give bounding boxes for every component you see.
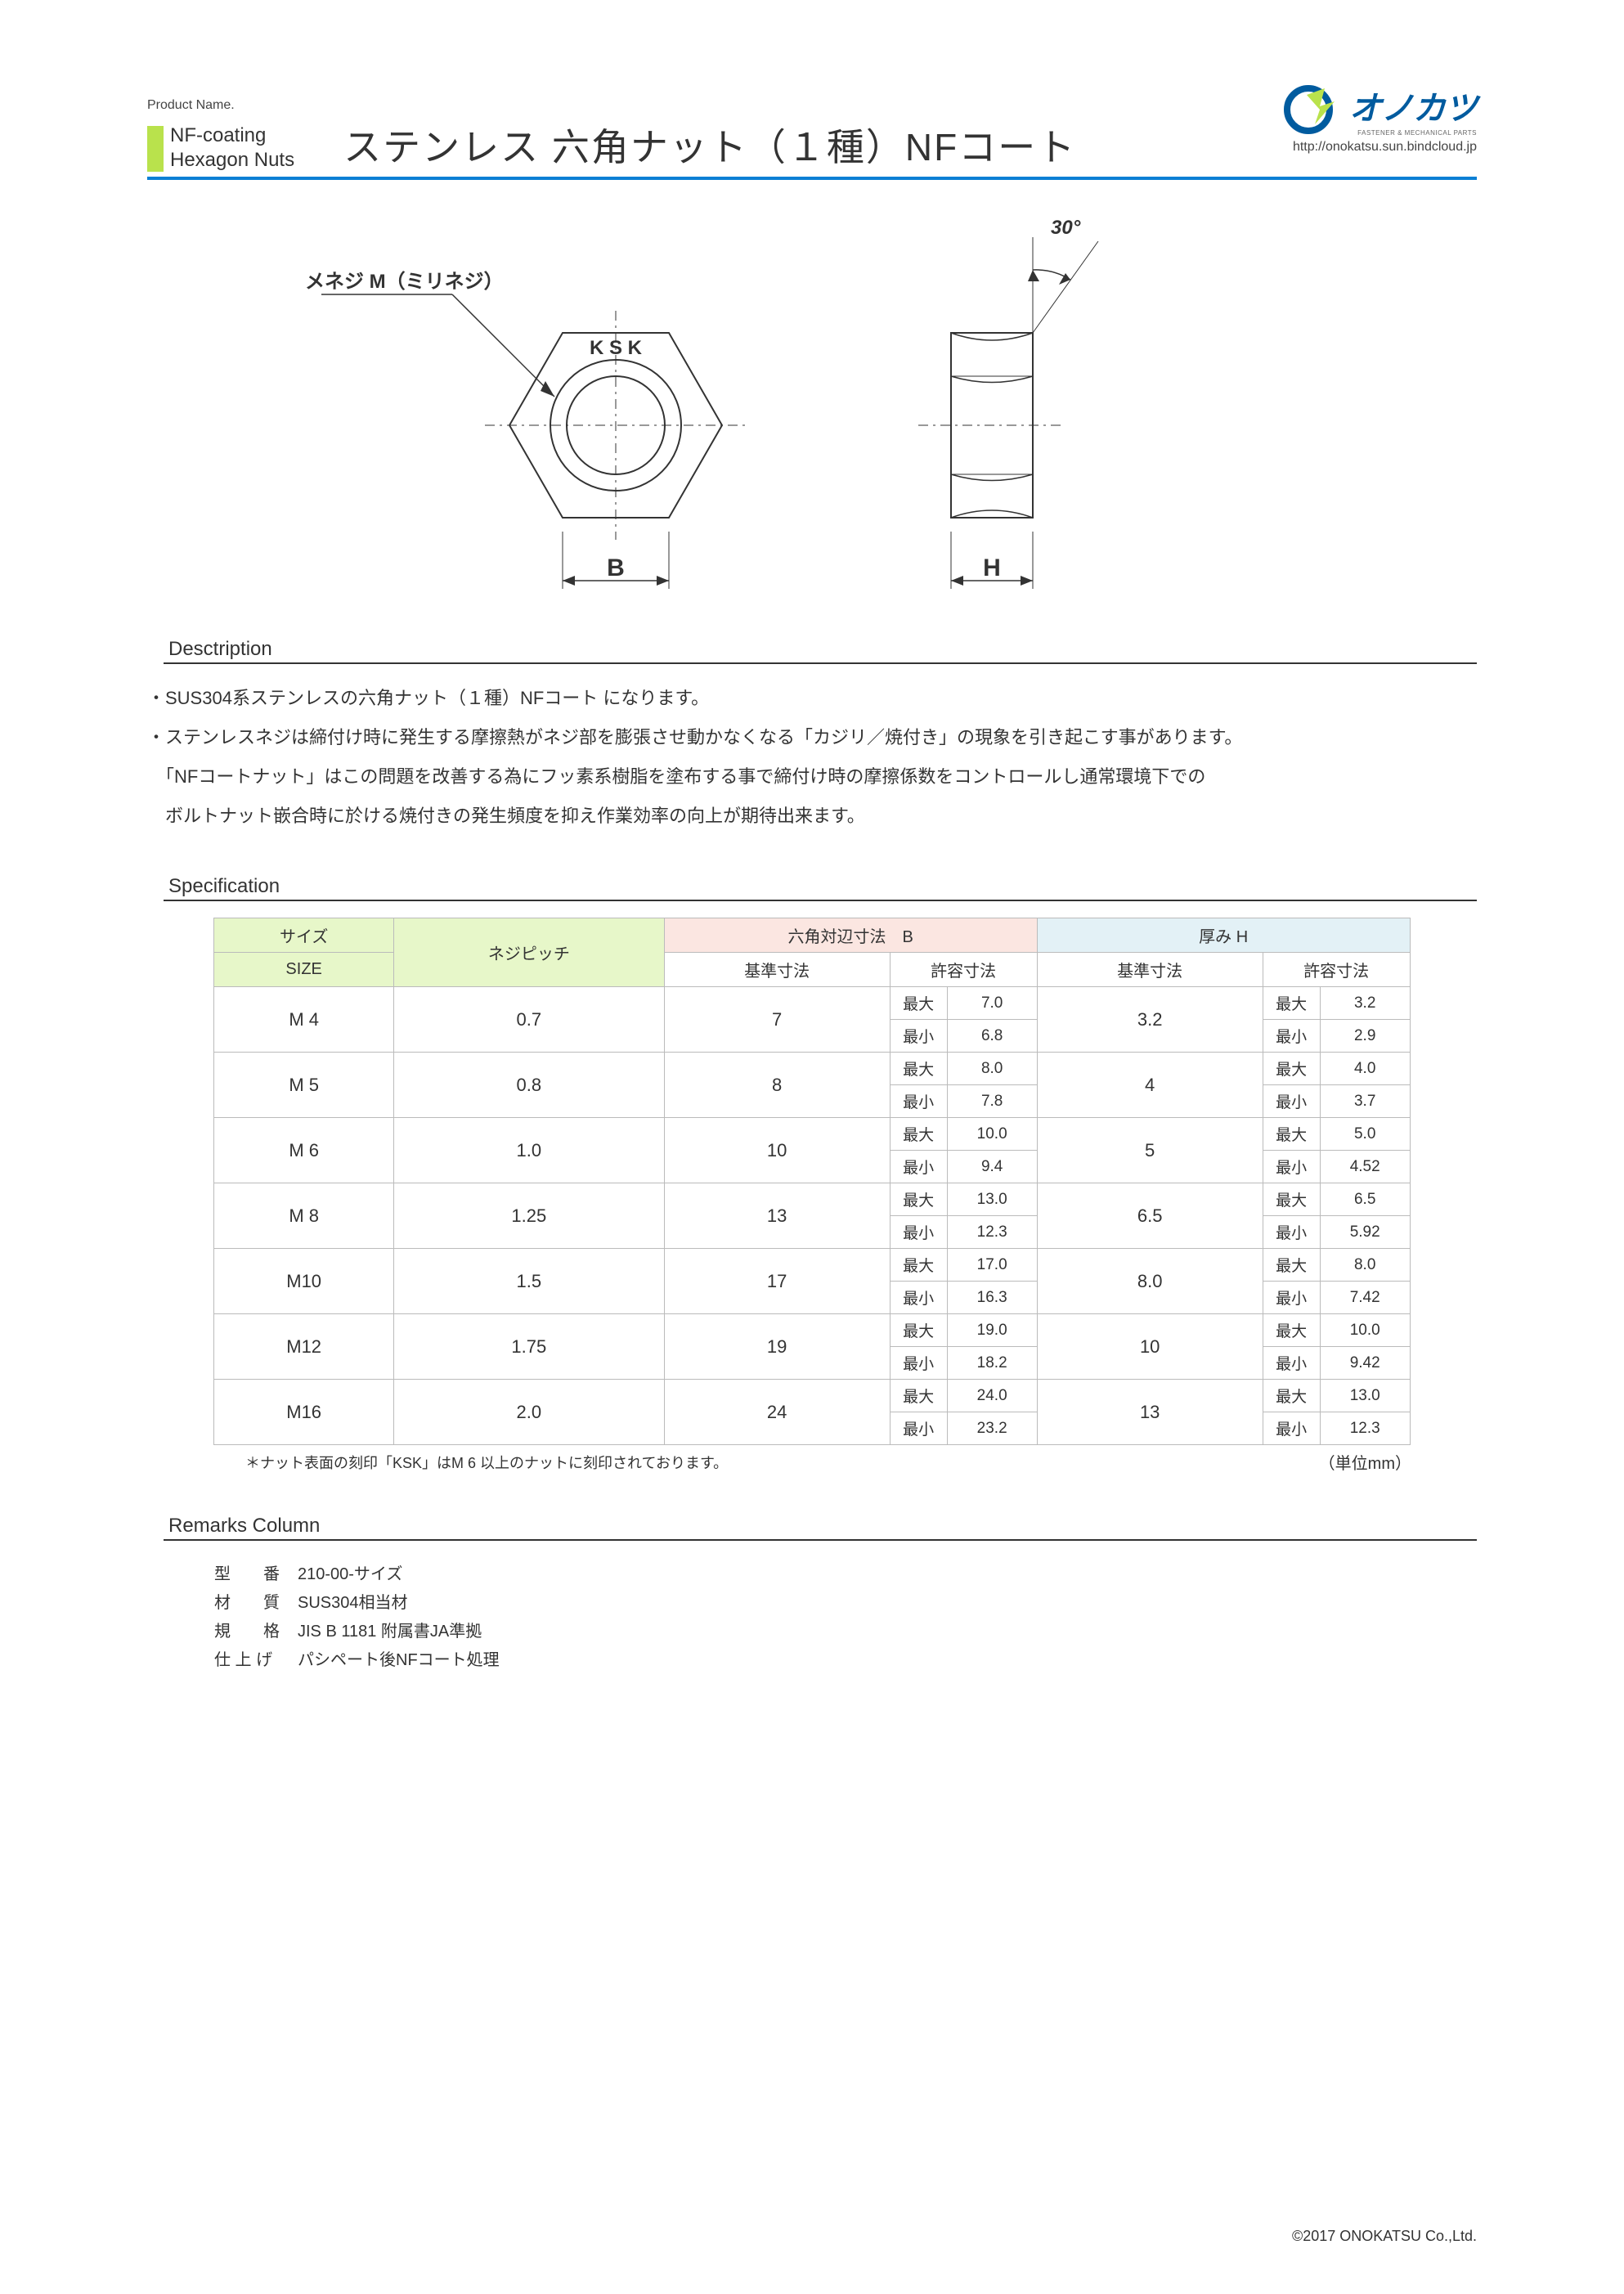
remarks-section: Remarks Column 型 番210-00-サイズ材 質SUS304相当材… (147, 1515, 1477, 1673)
description-section: Desctription ・SUS304系ステンレスの六角ナット（１種）NFコー… (147, 638, 1477, 834)
hdr-size: サイズ (214, 918, 394, 953)
spec-unit: （単位mm） (1319, 1450, 1411, 1474)
product-name-label: Product Name. (147, 98, 1477, 113)
remarks-row: 仕 上 げパシペート後NFコート処理 (214, 1645, 516, 1672)
specification-heading: Specification (164, 875, 1477, 901)
remarks-heading: Remarks Column (164, 1515, 1477, 1541)
logo-subtitle: FASTENER & MECHANICAL PARTS (1349, 129, 1477, 137)
description-heading: Desctription (164, 638, 1477, 664)
copyright: ©2017 ONOKATSU Co.,Ltd. (1292, 2228, 1477, 2245)
product-sub1: NF-coating (170, 124, 294, 147)
table-row: M 81.2513最大13.06.5最大6.5 (214, 1183, 1410, 1216)
table-row: M121.7519最大19.010最大10.0 (214, 1314, 1410, 1347)
hdr-b-allow: 許容寸法 (890, 953, 1037, 987)
specification-section: Specification サイズ ネジピッチ 六角対辺寸法 B 厚み H SI… (147, 875, 1477, 1474)
logo-text: オノカツ (1349, 82, 1477, 129)
main-title: ステンレス 六角ナット（１種）NFコート (343, 118, 1076, 172)
table-row: M101.517最大17.08.0最大8.0 (214, 1249, 1410, 1282)
table-row: M 61.010最大10.05最大5.0 (214, 1118, 1410, 1151)
hdr-b-base: 基準寸法 (664, 953, 890, 987)
desc-line-0: ・SUS304系ステンレスの六角ナット（１種）NFコート になります。 (147, 680, 1477, 716)
dim-h-label: H (983, 554, 1001, 581)
remarks-row: 型 番210-00-サイズ (214, 1559, 516, 1586)
description-body: ・SUS304系ステンレスの六角ナット（１種）NFコート になります。 ・ステン… (147, 680, 1477, 834)
hdr-size-en: SIZE (214, 953, 394, 987)
table-row: M162.024最大24.013最大13.0 (214, 1380, 1410, 1412)
hdr-pitch: ネジピッチ (394, 918, 665, 987)
dim-b-label: B (607, 554, 625, 581)
hdr-b-group: 六角対辺寸法 B (664, 918, 1037, 953)
spec-table: サイズ ネジピッチ 六角対辺寸法 B 厚み H SIZE 基準寸法 許容寸法 基… (213, 918, 1410, 1445)
ksk-mark: K S K (590, 337, 643, 359)
product-subnames: NF-coating Hexagon Nuts (170, 124, 294, 172)
accent-bar (147, 126, 164, 172)
spec-footnote: ＊ナット表面の刻印「KSK」はM 6 以上のナットに刻印されております。 (245, 1452, 728, 1473)
desc-line-3: ボルトナット嵌合時に於ける焼付きの発生頻度を抑え作業効率の向上が期待出来ます。 (147, 798, 1477, 834)
technical-diagram: K S K B メネジ M（ミリネジ） (147, 196, 1477, 638)
desc-line-1: ・ステンレスネジは締付け時に発生する摩擦熱がネジ部を膨張させ動かなくなる「カジリ… (147, 720, 1477, 756)
title-row: NF-coating Hexagon Nuts ステンレス 六角ナット（１種）N… (147, 118, 1477, 180)
company-logo: オノカツ FASTENER & MECHANICAL PARTS (1284, 82, 1477, 137)
onokatsu-mark-icon (1284, 85, 1341, 134)
page-header: オノカツ FASTENER & MECHANICAL PARTS http://… (147, 98, 1477, 180)
desc-line-2: 「NFコートナット」はこの問題を改善する為にフッ素系樹脂を塗布する事で締付け時の… (147, 759, 1477, 795)
thread-label: メネジ M（ミリネジ） (305, 271, 504, 293)
hdr-h-base: 基準寸法 (1037, 953, 1263, 987)
product-sub2: Hexagon Nuts (170, 149, 294, 172)
logo-block: オノカツ FASTENER & MECHANICAL PARTS http://… (1284, 82, 1477, 155)
remarks-table: 型 番210-00-サイズ材 質SUS304相当材規 格JIS B 1181 附… (213, 1557, 518, 1673)
company-url: http://onokatsu.sun.bindcloud.jp (1284, 140, 1477, 155)
remarks-row: 規 格JIS B 1181 附属書JA準拠 (214, 1616, 516, 1643)
angle-label: 30° (1051, 217, 1081, 239)
table-row: M 40.77最大7.03.2最大3.2 (214, 987, 1410, 1020)
table-row: M 50.88最大8.04最大4.0 (214, 1053, 1410, 1085)
hdr-h-allow: 許容寸法 (1263, 953, 1410, 987)
hdr-h-group: 厚み H (1037, 918, 1410, 953)
remarks-row: 材 質SUS304相当材 (214, 1587, 516, 1614)
